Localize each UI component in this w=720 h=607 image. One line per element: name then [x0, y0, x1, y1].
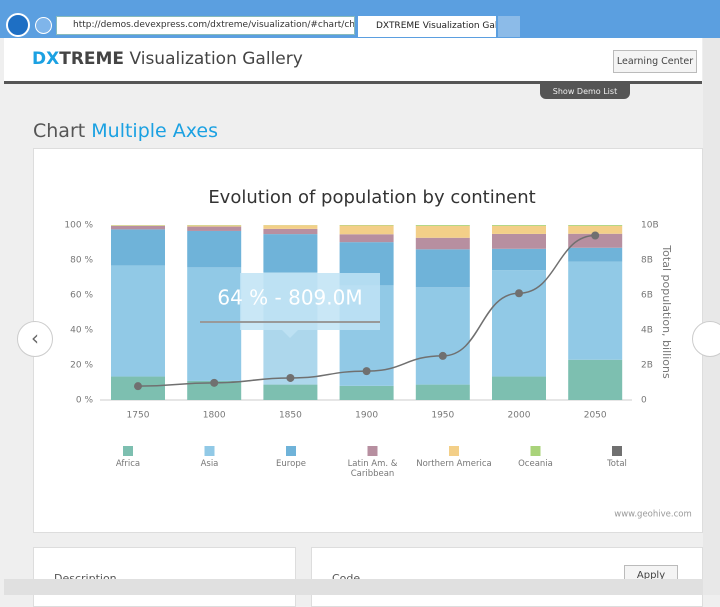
page-heading: Chart Multiple Axes [33, 120, 218, 142]
back-button[interactable] [6, 13, 30, 37]
new-tab[interactable] [498, 16, 520, 37]
hscrollbar [4, 579, 703, 595]
demo-list-tab[interactable]: Show Demo List [540, 84, 630, 99]
learning-center[interactable]: Learning Center [613, 50, 697, 73]
panel-left: Description [33, 547, 296, 607]
logo-dx: DX [32, 49, 59, 69]
section: Chart [33, 120, 85, 142]
prev-button[interactable]: ‹ [17, 321, 53, 357]
legend-label: Europe [246, 459, 336, 469]
address-bar[interactable]: http://demos.devexpress.com/dxtreme/visu… [56, 16, 355, 35]
tab[interactable]: DXTREME Visualization Gall... [358, 16, 496, 37]
next-button[interactable] [692, 321, 720, 357]
scrollbar [703, 38, 720, 595]
forward-button[interactable] [35, 17, 52, 34]
logo-treme: TREME [59, 49, 124, 69]
legend-label: Africa [83, 459, 173, 469]
legend-label: Northern America [409, 459, 499, 469]
legend-label: Latin Am. & Caribbean [341, 459, 405, 479]
legend-label: Total [572, 459, 662, 469]
logo-rest: Visualization Gallery [129, 49, 302, 69]
legend-label: Oceania [491, 459, 581, 469]
logo: DXTREME Visualization Gallery [32, 49, 303, 69]
demo-name: Multiple Axes [91, 120, 218, 142]
legend-label: Asia [165, 459, 255, 469]
